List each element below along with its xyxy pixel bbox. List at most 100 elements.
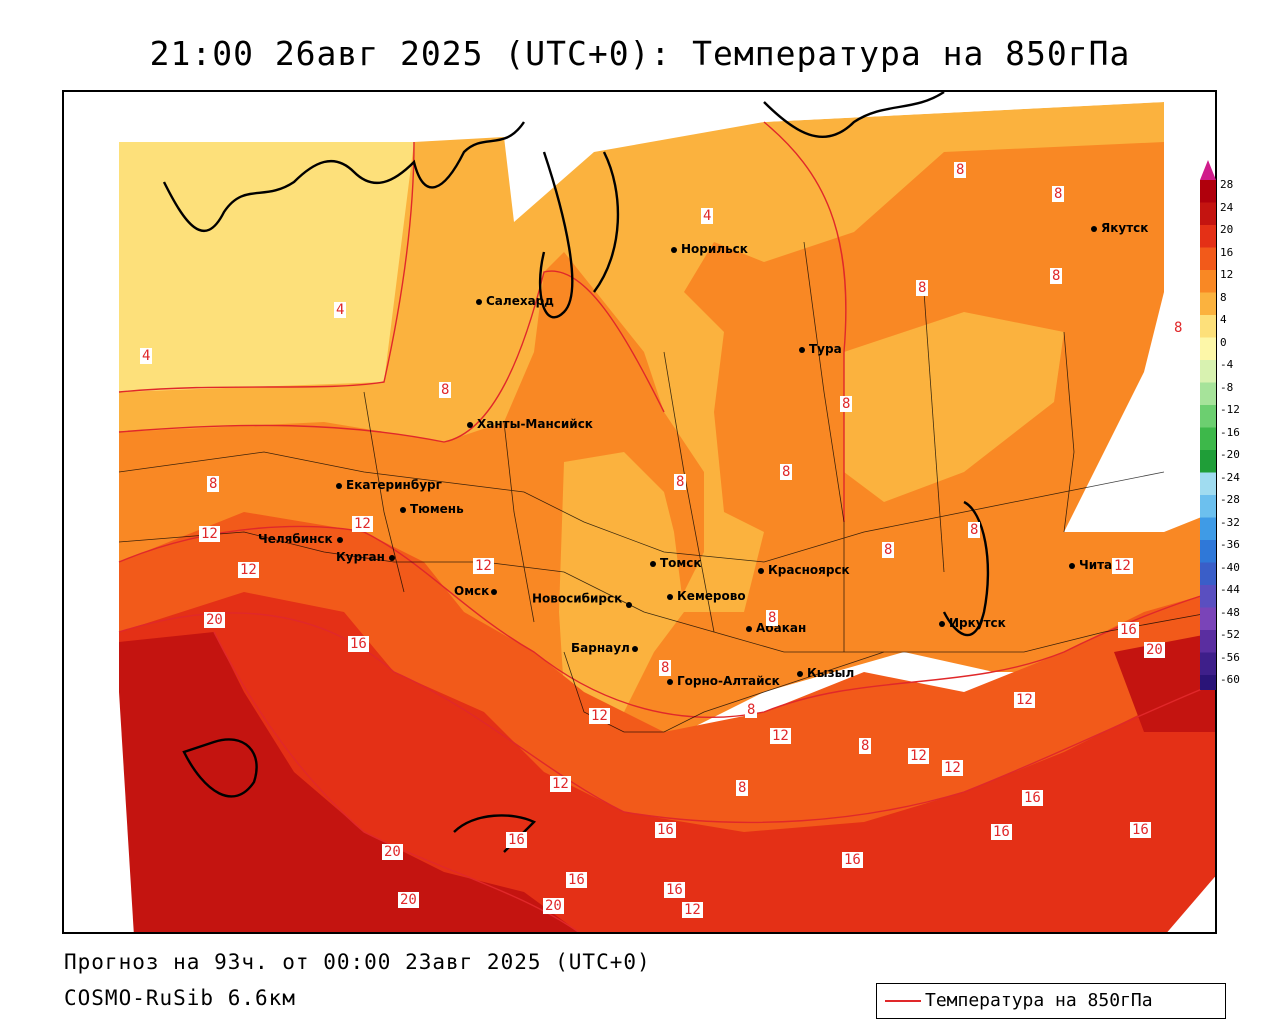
contour-label: 16: [566, 872, 587, 888]
legend-swatch: [1200, 382, 1216, 405]
city-ekaterinburg: Екатеринбург: [336, 478, 442, 492]
city-marker-icon: [746, 625, 752, 632]
contour-label: 12: [770, 728, 791, 744]
contour-label: 12: [199, 526, 220, 542]
legend-swatch: [1200, 517, 1216, 540]
zone-4-8-interior: [559, 452, 684, 712]
city-marker-icon: [336, 482, 342, 489]
legend-tick-label: -56: [1220, 650, 1240, 664]
legend-swatch: [1200, 292, 1216, 315]
city-marker-icon: [1069, 562, 1075, 569]
legend-tick-label: -36: [1220, 538, 1240, 551]
legend-tick-label: -32: [1220, 515, 1240, 529]
city-marker-icon: [467, 421, 473, 428]
contour-label: 20: [382, 844, 403, 860]
city-marker-icon: [626, 602, 633, 608]
contour-label: 16: [842, 852, 863, 868]
city-marker-icon: [667, 678, 673, 685]
legend-swatch: [1200, 652, 1216, 675]
domain-mask-sw: [64, 692, 134, 932]
contour-label: 12: [589, 708, 610, 724]
forecast-info: Прогноз на 93ч. от 00:00 23авг 2025 (UTC…: [64, 950, 651, 974]
chart-title: 21:00 26авг 2025 (UTC+0): Температура на…: [149, 34, 1131, 73]
legend-swatch: [1200, 495, 1216, 518]
legend-tick-label: -28: [1220, 493, 1240, 506]
contour-label: 8: [1172, 320, 1185, 336]
legend-tick-label: -60: [1220, 673, 1240, 686]
legend-swatch: [1200, 607, 1216, 630]
model-name: COSMO-RuSib 6.6км: [64, 986, 296, 1010]
legend-swatch: [1200, 270, 1216, 293]
city-salekhard: Салехард: [476, 294, 554, 308]
contour-label: 12: [908, 748, 929, 764]
legend-tick-label: -40: [1220, 560, 1240, 574]
city-kemerovo: Кемерово: [667, 589, 746, 603]
city-irkutsk: Иркутск: [939, 616, 1006, 630]
contour-label: 12: [473, 558, 494, 574]
city-krasnoyarsk: Красноярск: [758, 563, 850, 577]
legend-tick-label: 20: [1220, 223, 1234, 236]
isotherm-lines: [118, 121, 1215, 932]
contour-label: 8: [1050, 268, 1063, 284]
legend-swatch: [1200, 562, 1216, 585]
isotherm-line-icon: [885, 1000, 921, 1002]
zone-4-8-interior-east: [844, 312, 1064, 502]
legend-tick-label: 4: [1220, 313, 1227, 326]
contour-label: 12: [942, 760, 963, 776]
zone-20-24-east: [1114, 632, 1215, 732]
legend-tick-label: 16: [1220, 245, 1234, 259]
legend-swatch: [1200, 427, 1216, 450]
legend-tick-label: -24: [1220, 470, 1240, 484]
contour-label: 16: [348, 636, 369, 652]
city-marker-icon: [336, 536, 343, 543]
legend-tick-label: -44: [1220, 583, 1240, 596]
contour-label: 12: [238, 562, 259, 578]
color-legend: 28 24 20 16 12 8 4 0 -4 -8 -12 -16 -20 -24 -28 -32 -36 -4…: [1200, 160, 1280, 690]
city-kyzyl: Кызыл: [797, 666, 854, 680]
contour-label: 8: [882, 542, 895, 558]
contour-label: 4: [140, 348, 153, 364]
city-omsk: Омск: [454, 584, 501, 598]
legend-arrow-up-icon: [1200, 160, 1216, 180]
legend-swatch: [1200, 675, 1216, 690]
legend-swatch: [1200, 315, 1216, 338]
city-marker-icon: [476, 298, 482, 305]
contour-label: 8: [207, 476, 220, 492]
city-marker-icon: [650, 560, 656, 567]
contour-label: 8: [780, 464, 793, 480]
contour-label: 16: [655, 822, 676, 838]
contour-label: 8: [439, 382, 452, 398]
city-marker-icon: [1091, 225, 1097, 232]
city-gorno-altaysk: Горно-Алтайск: [667, 674, 780, 688]
contour-label: 12: [550, 776, 571, 792]
contour-label: 16: [1130, 822, 1151, 838]
city-kurgan: Курган: [336, 550, 399, 564]
legend-tick-label: -48: [1220, 605, 1240, 619]
legend-tick-label: -8: [1220, 380, 1234, 394]
coastlines: [162, 92, 990, 853]
city-marker-icon: [631, 645, 638, 652]
domain-mask-se: [1167, 876, 1215, 932]
legend-swatch: [1200, 202, 1216, 225]
legend-tick-label: -12: [1220, 403, 1240, 416]
contour-label: 16: [506, 832, 527, 848]
contour-label: 8: [745, 702, 758, 718]
legend-swatch: [1200, 405, 1216, 428]
contour-label: 8: [954, 162, 967, 178]
legend-swatch: [1200, 540, 1216, 563]
legend-swatch: [1200, 450, 1216, 473]
city-tomsk: Томск: [650, 556, 702, 570]
line-key: Температура на 850гПа: [876, 983, 1226, 1019]
city-yakutsk: Якутск: [1091, 221, 1148, 235]
color-legend-bar: [1200, 160, 1216, 690]
legend-swatch: [1200, 472, 1216, 495]
temperature-map: Салехард Норильск Якутск Тура Ханты-Манс…: [62, 90, 1217, 934]
contour-label: 8: [766, 610, 779, 626]
city-marker-icon: [799, 346, 805, 353]
city-chelyabinsk: Челябинск: [258, 532, 347, 546]
legend-tick-label: -4: [1220, 358, 1234, 371]
city-marker-icon: [667, 593, 673, 600]
contour-label: 8: [859, 738, 872, 754]
contour-label: 16: [1022, 790, 1043, 806]
legend-swatch: [1200, 630, 1216, 653]
